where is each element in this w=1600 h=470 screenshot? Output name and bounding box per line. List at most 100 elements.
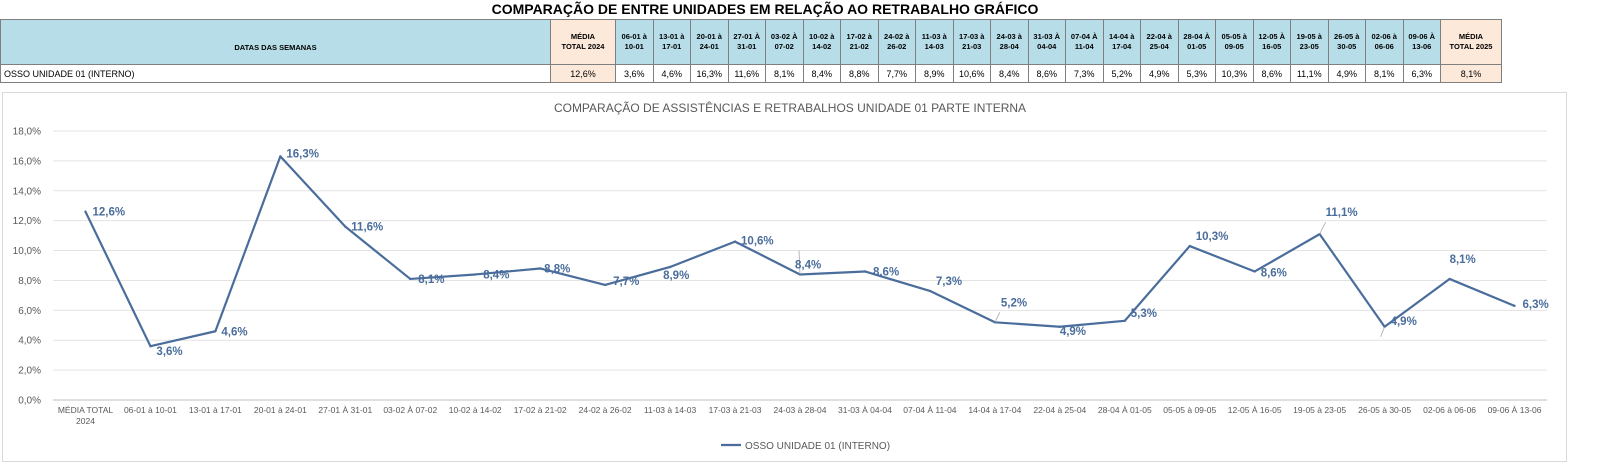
week-header-cell: 09-06 À 13-06: [1402, 19, 1441, 65]
x-tick-label: 11-03 à 14-03: [644, 405, 697, 415]
x-tick-label: 03-02 À 07-02: [383, 405, 437, 415]
data-point: [1123, 319, 1126, 322]
data-label: 5,3%: [1131, 308, 1157, 320]
y-tick-label: 16,0%: [13, 156, 41, 167]
avg-2024-value: 12,6%: [550, 64, 616, 83]
week-header-line1: 14-04 à: [1109, 32, 1135, 41]
week-header-line2: 11-04: [1074, 42, 1094, 51]
week-header-cell: 19-05 à 23-05: [1290, 19, 1329, 65]
week-header-line1: 17-03 à: [959, 32, 985, 41]
week-value-cell: 5,2%: [1102, 64, 1141, 83]
week-header-line2: 01-05: [1187, 42, 1207, 51]
x-tick-label: 02-06 à 06-06: [1423, 405, 1476, 415]
week-header-line2: 04-04: [1037, 42, 1057, 51]
week-header-line1: 07-04 À: [1070, 32, 1098, 41]
data-label: 16,3%: [286, 148, 319, 160]
x-tick-label: 26-05 à 30-05: [1358, 405, 1411, 415]
data-point: [474, 273, 477, 276]
week-header-cell: 11-03 à 14-03: [915, 19, 954, 65]
line-chart: COMPARAÇÃO DE ASSISTÊNCIAS E RETRABALHOS…: [13, 100, 1549, 452]
week-value-cell: 8,6%: [1027, 64, 1066, 83]
data-label: 4,9%: [1391, 316, 1417, 328]
data-label: 8,9%: [663, 270, 689, 282]
week-value-cell: 3,6%: [615, 64, 654, 83]
data-point: [1188, 244, 1191, 248]
x-tick-label: 24-03 à 28-04: [774, 405, 827, 415]
week-value-cell: 7,3%: [1065, 64, 1104, 83]
week-header-line1: 17-02 à: [846, 32, 872, 41]
week-header-line2: 14-02: [812, 42, 832, 51]
weeks-header-label: DATAS DAS SEMANAS: [0, 19, 551, 65]
week-header-line2: 17-04: [1112, 42, 1132, 51]
week-header-cell: 10-02 à 14-02: [802, 19, 841, 65]
week-header-line2: 10-01: [624, 42, 644, 51]
y-tick-label: 0,0%: [18, 396, 41, 407]
x-tick-label: 27-01 À 31-01: [318, 405, 372, 415]
data-point: [668, 265, 672, 269]
y-tick-label: 4,0%: [18, 336, 41, 347]
week-header-cell: 05-05 à 09-05: [1215, 19, 1254, 65]
y-tick-label: 18,0%: [13, 127, 41, 138]
y-tick-label: 12,0%: [13, 216, 41, 227]
week-header-line2: 17-01: [662, 42, 682, 51]
x-tick-label: 19-05 à 23-05: [1293, 405, 1346, 415]
week-value-cell: 10,6%: [952, 64, 991, 83]
week-header-line1: 24-02 à: [884, 32, 910, 41]
x-tick-label: 13-01 à 17-01: [189, 405, 242, 415]
data-point: [928, 289, 932, 293]
week-header-cell: 12-05 À 16-05: [1252, 19, 1291, 65]
week-value-cell: 8,1%: [1365, 64, 1404, 83]
x-tick-label: 05-05 à 09-05: [1163, 405, 1216, 415]
week-header-cell: 31-03 À 04-04: [1027, 19, 1066, 65]
week-header-line2: 06-06: [1374, 42, 1394, 51]
x-tick-label: 17-02 à 21-02: [514, 405, 567, 415]
week-header-line2: 21-03: [962, 42, 982, 51]
week-value-cell: 4,9%: [1140, 64, 1179, 83]
week-header-line1: 13-01 à: [659, 32, 685, 41]
x-tick-label: 09-06 À 13-06: [1488, 405, 1542, 415]
week-header-line1: 26-05 à: [1334, 32, 1360, 41]
data-label: 8,1%: [418, 274, 444, 286]
data-label: 8,6%: [1261, 267, 1287, 279]
data-label: 4,6%: [221, 326, 247, 338]
week-header-line1: 19-05 à: [1296, 32, 1322, 41]
data-point: [149, 345, 152, 348]
data-label: 11,1%: [1326, 207, 1358, 219]
avg-2024-header-line2: TOTAL 2024: [561, 42, 605, 51]
week-value-cell: 8,9%: [915, 64, 954, 83]
week-value-cell: 8,4%: [802, 64, 841, 83]
data-label: 8,8%: [544, 263, 570, 275]
week-header-line1: 11-03 à: [921, 32, 947, 41]
week-header-line1: 22-04 à: [1146, 32, 1172, 41]
week-header-line1: 31-03 À: [1033, 32, 1061, 41]
week-header-cell: 14-04 à 17-04: [1102, 19, 1141, 65]
week-header-cell: 26-05 à 30-05: [1327, 19, 1366, 65]
week-value-cell: 7,7%: [877, 64, 916, 83]
label-leader-line: [1380, 326, 1385, 337]
data-point: [863, 270, 867, 273]
y-tick-label: 6,0%: [18, 306, 41, 317]
week-header-line1: 24-03 à: [996, 32, 1022, 41]
label-leader-line: [994, 312, 1001, 323]
week-value-cell: 16,3%: [690, 64, 729, 83]
x-tick-label: 07-04 À 11-04: [903, 405, 957, 415]
data-label: 12,6%: [92, 207, 125, 219]
data-point: [798, 273, 802, 276]
data-label: 7,3%: [936, 276, 962, 288]
week-header-line1: 06-01 à: [621, 32, 647, 41]
week-header-line1: 03-02 À: [770, 32, 798, 41]
data-point: [1253, 270, 1256, 273]
avg-2025-value: 8,1%: [1440, 64, 1502, 83]
week-header-line2: 21-02: [849, 42, 869, 51]
week-value-cell: 10,3%: [1215, 64, 1254, 83]
week-header-cell: 07-04 À 11-04: [1065, 19, 1104, 65]
data-label: 8,1%: [1450, 254, 1476, 266]
x-tick-label: 12-05 À 16-05: [1228, 405, 1282, 415]
y-tick-label: 2,0%: [18, 366, 41, 377]
week-header-line2: 14-03: [924, 42, 944, 51]
data-point: [1513, 304, 1516, 308]
data-label: 3,6%: [156, 346, 182, 358]
data-point: [84, 210, 87, 213]
header-row: DATAS DAS SEMANAS MÉDIA TOTAL 2024 06-01 …: [0, 19, 1502, 65]
x-tick-label: 24-02 à 26-02: [579, 405, 632, 415]
